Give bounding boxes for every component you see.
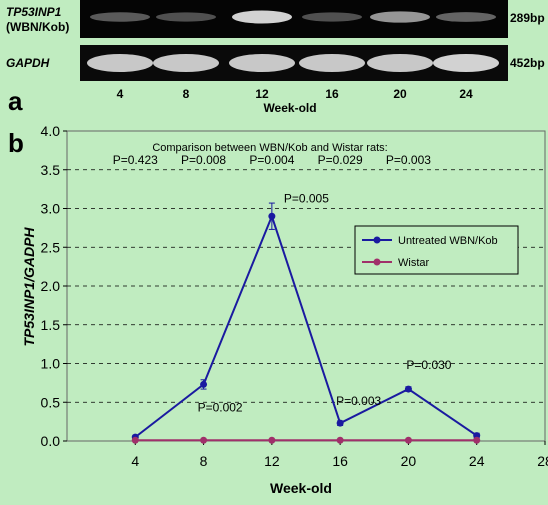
data-point <box>473 436 481 444</box>
control-label: GAPDH <box>6 56 50 70</box>
gene-label-strain: (WBN/Kob) <box>6 20 69 34</box>
gene-band <box>156 12 216 22</box>
gene-band <box>232 10 292 24</box>
control-band <box>367 54 433 72</box>
gel-xlabel: Week-old <box>263 101 316 115</box>
gel-panel: TP53INP1 (WBN/Kob) GAPDH 289bp 452bp 4 8 1… <box>6 0 545 116</box>
x-tick-label: 4 <box>131 453 139 469</box>
y-tick-label: 2.0 <box>41 278 61 294</box>
x-tick-label: 20 <box>401 453 417 469</box>
data-point <box>131 436 139 444</box>
control-band <box>87 54 153 72</box>
lane-label: 24 <box>459 87 473 101</box>
pvalue-annotation: P=0.005 <box>284 191 329 205</box>
comparison-pvalue: P=0.004 <box>249 153 294 167</box>
control-band <box>153 54 219 72</box>
series-wistar <box>131 436 481 444</box>
data-point <box>404 436 412 444</box>
gene-band <box>436 12 496 22</box>
data-point <box>336 436 344 444</box>
data-point <box>336 419 344 427</box>
legend: Untreated WBN/Kob Wistar <box>354 225 519 275</box>
control-band <box>299 54 365 72</box>
comparison-pvalue: P=0.423 <box>113 153 158 167</box>
panel-b-label: b <box>8 128 24 158</box>
y-tick-label: 1.5 <box>41 317 61 333</box>
lane-label: 20 <box>393 87 407 101</box>
y-tick-label: 0.5 <box>41 394 61 410</box>
data-point <box>200 436 208 444</box>
y-tick-label: 0.0 <box>41 433 61 449</box>
lane-label: 12 <box>255 87 269 101</box>
gene-band <box>302 12 362 22</box>
gene-label: TP53INP1 <box>6 5 62 19</box>
x-axis-label: Week-old <box>270 480 332 496</box>
y-axis-label: TP53INP1/GADPH <box>21 227 37 347</box>
data-point <box>268 212 276 220</box>
gene-band <box>90 12 150 22</box>
comparison-title: Comparison between WBN/Kob and Wistar ra… <box>152 142 387 154</box>
line-chart-panel: b 0.0 0.5 1.0 1.5 2.0 2.5 3.0 3.5 4.0 4 8 12 16 20 24… <box>8 123 548 496</box>
gel-strip-gene <box>80 0 508 38</box>
lane-label: 8 <box>183 87 190 101</box>
series-wbn-kob <box>131 202 481 441</box>
gene-band <box>370 11 430 23</box>
legend-marker <box>373 236 381 244</box>
y-tick-label: 3.0 <box>41 201 61 217</box>
data-point <box>404 385 412 393</box>
data-point <box>268 436 276 444</box>
lane-label: 4 <box>117 87 124 101</box>
x-tick-label: 24 <box>469 453 485 469</box>
legend-label: Wistar <box>398 257 430 269</box>
y-tick-label: 2.5 <box>41 239 61 255</box>
x-tick-label: 12 <box>264 453 280 469</box>
data-point <box>200 380 208 388</box>
gene-size-label: 289bp <box>510 11 545 25</box>
panel-a-label: a <box>8 86 23 116</box>
y-tick-label: 4.0 <box>41 123 61 139</box>
comparison-pvalue: P=0.003 <box>386 153 431 167</box>
pvalue-annotation: P=0.003 <box>336 394 381 408</box>
series-line <box>134 213 478 438</box>
y-tick-label: 1.0 <box>41 356 61 372</box>
legend-box <box>354 225 519 275</box>
x-tick-label: 28 <box>537 453 548 469</box>
comparison-pvalue: P=0.029 <box>318 153 363 167</box>
x-tick-label: 16 <box>332 453 348 469</box>
lane-label: 16 <box>325 87 339 101</box>
pvalue-annotation: P=0.030 <box>406 358 451 372</box>
control-band <box>433 54 499 72</box>
y-tick-label: 3.5 <box>41 162 61 178</box>
comparison-pvalue: P=0.008 <box>181 153 226 167</box>
x-tick-label: 8 <box>200 453 208 469</box>
legend-marker <box>373 258 381 266</box>
pvalue-annotation: P=0.002 <box>198 400 243 414</box>
legend-label: Untreated WBN/Kob <box>398 235 498 247</box>
control-size-label: 452bp <box>510 56 545 70</box>
control-band <box>229 54 295 72</box>
plot-area <box>66 130 546 442</box>
